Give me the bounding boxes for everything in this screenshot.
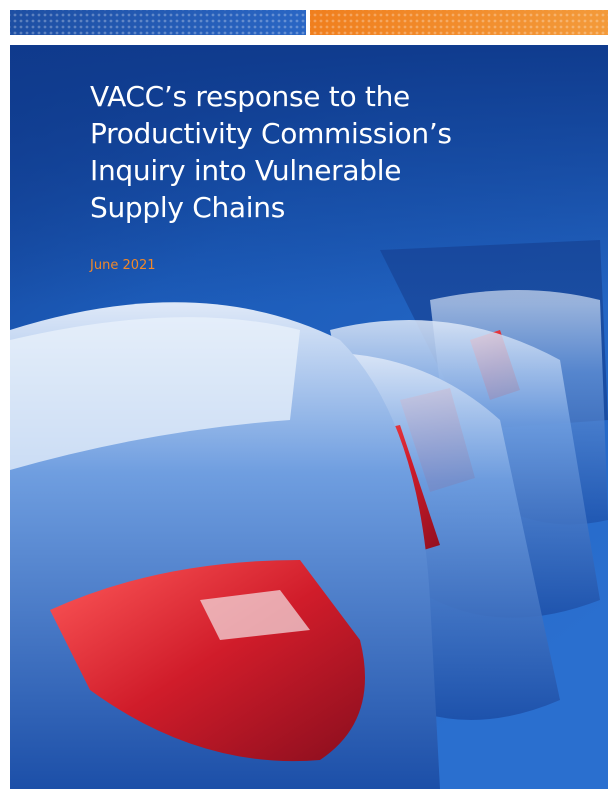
blue-bar-dots (10, 10, 306, 35)
title-line: VACC’s response to the (90, 78, 452, 115)
page: VACC’s response to the Productivity Comm… (0, 0, 608, 789)
title-line: Supply Chains (90, 189, 452, 226)
orange-bar-dots (310, 10, 608, 35)
cover-title: VACC’s response to the Productivity Comm… (90, 78, 452, 226)
title-line: Productivity Commission’s (90, 115, 452, 152)
title-line: Inquiry into Vulnerable (90, 152, 452, 189)
cover-date: June 2021 (90, 258, 156, 273)
